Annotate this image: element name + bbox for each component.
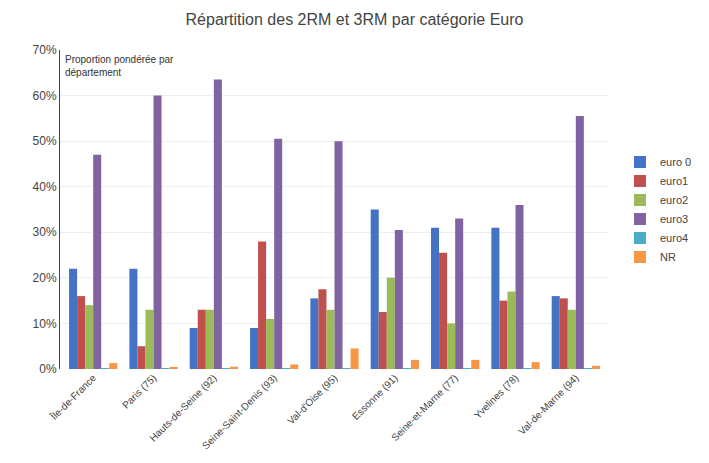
svg-text:Yvelines (78): Yvelines (78) xyxy=(472,372,521,421)
svg-text:Hauts-de-Seine (92): Hauts-de-Seine (92) xyxy=(147,372,218,443)
svg-text:50%: 50% xyxy=(33,134,57,148)
svg-text:Val-de-Marne (94): Val-de-Marne (94) xyxy=(516,372,581,437)
svg-text:Val-d'Oise (95): Val-d'Oise (95) xyxy=(285,372,339,426)
svg-text:20%: 20% xyxy=(33,271,57,285)
svg-text:Seine-Saint-Denis (93): Seine-Saint-Denis (93) xyxy=(200,372,279,451)
svg-text:60%: 60% xyxy=(33,89,57,103)
svg-text:euro1: euro1 xyxy=(660,175,688,187)
svg-text:euro2: euro2 xyxy=(660,194,688,206)
svg-text:euro3: euro3 xyxy=(660,213,688,225)
svg-text:euro4: euro4 xyxy=(660,232,688,244)
svg-text:Proportion pondérée pardéparte: Proportion pondérée pardépartement xyxy=(65,54,174,78)
svg-text:Seine-et-Marne (77): Seine-et-Marne (77) xyxy=(389,372,460,443)
svg-text:Paris (75): Paris (75) xyxy=(120,372,158,410)
svg-text:10%: 10% xyxy=(33,317,57,331)
svg-text:Île-de-France: Île-de-France xyxy=(47,371,99,423)
svg-text:0%: 0% xyxy=(39,362,57,376)
svg-text:30%: 30% xyxy=(33,225,57,239)
svg-text:Répartition des 2RM et 3RM par: Répartition des 2RM et 3RM par catégorie… xyxy=(186,11,524,28)
svg-text:70%: 70% xyxy=(33,43,57,57)
svg-text:40%: 40% xyxy=(33,180,57,194)
svg-text:NR: NR xyxy=(660,251,676,263)
svg-text:euro 0: euro 0 xyxy=(660,156,691,168)
svg-text:Essonne (91): Essonne (91) xyxy=(350,372,400,422)
